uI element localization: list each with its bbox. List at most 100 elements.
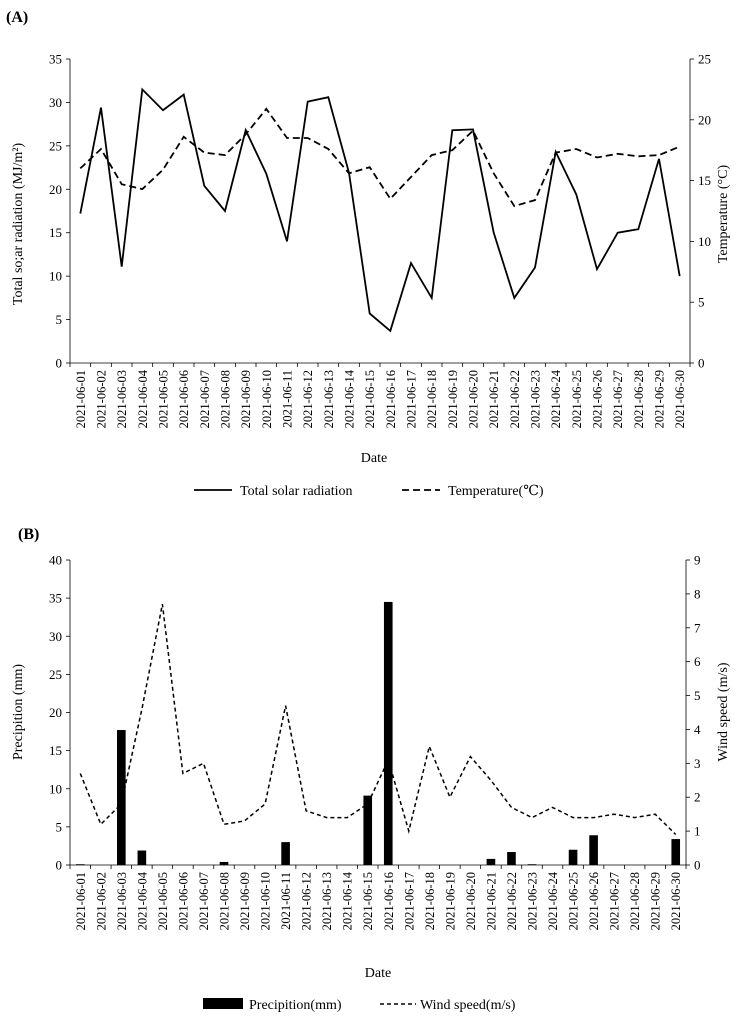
x-tick-label: 2021-06-16 bbox=[384, 370, 398, 428]
x-tick-label: 2021-06-01 bbox=[74, 872, 88, 930]
right-tick-label: 5 bbox=[698, 295, 705, 310]
x-tick-label: 2021-06-19 bbox=[446, 370, 460, 428]
x-tick-label: 2021-06-11 bbox=[279, 872, 293, 930]
x-tick-label: 2021-06-09 bbox=[238, 872, 252, 930]
x-tick-label: 2021-06-03 bbox=[115, 872, 129, 930]
x-tick-label: 2021-06-19 bbox=[443, 872, 457, 930]
x-tick-label: 2021-06-14 bbox=[341, 871, 355, 930]
x-tick-label: 2021-06-30 bbox=[673, 370, 687, 428]
precipitation-bar bbox=[117, 730, 126, 865]
x-tick-label: 2021-06-02 bbox=[95, 370, 109, 428]
left-tick-label: 20 bbox=[49, 705, 62, 720]
right-tick-label: 5 bbox=[694, 688, 701, 703]
right-tick-label: 3 bbox=[694, 756, 701, 771]
precipitation-bar bbox=[219, 861, 229, 865]
precipitation-bar bbox=[671, 839, 681, 865]
x-tick-label: 2021-06-27 bbox=[611, 370, 625, 428]
x-tick-label: 2021-06-17 bbox=[402, 872, 416, 930]
x-tick-label: 2021-06-18 bbox=[425, 370, 439, 428]
x-tick-label: 2021-06-06 bbox=[177, 370, 191, 428]
right-tick-label: 6 bbox=[694, 654, 701, 669]
panel-a-right-axis-title: Temperature (°C) bbox=[716, 165, 731, 264]
legend-temperature: Temperature(℃) bbox=[448, 484, 544, 499]
right-tick-label: 7 bbox=[694, 620, 701, 635]
legend-wind-speed: Wind speed(m/s) bbox=[420, 998, 516, 1013]
x-tick-label: 2021-06-26 bbox=[587, 872, 601, 930]
panel-b-x-axis-title: Date bbox=[365, 966, 391, 981]
right-tick-label: 10 bbox=[698, 234, 711, 249]
x-tick-label: 2021-06-10 bbox=[259, 872, 273, 930]
x-tick-label: 2021-06-25 bbox=[570, 370, 584, 428]
x-tick-label: 2021-06-08 bbox=[218, 872, 232, 930]
x-tick-label: 2021-06-08 bbox=[219, 370, 233, 428]
panel-a-legend: Total solar radiation Temperature(℃) bbox=[194, 484, 544, 499]
panel-b-right-axis-title: Wind speed (m/s) bbox=[716, 662, 731, 761]
x-tick-label: 2021-06-09 bbox=[239, 370, 253, 428]
panel-b-y-axis-title: Precipition (mm) bbox=[11, 664, 26, 760]
left-tick-label: 5 bbox=[56, 312, 63, 327]
left-tick-label: 15 bbox=[49, 743, 62, 758]
left-tick-label: 30 bbox=[49, 95, 62, 110]
x-tick-label: 2021-06-18 bbox=[423, 872, 437, 930]
x-tick-label: 2021-06-28 bbox=[628, 872, 642, 930]
x-tick-label: 2021-06-30 bbox=[669, 872, 683, 930]
right-tick-label: 8 bbox=[694, 586, 701, 601]
x-tick-label: 2021-06-29 bbox=[649, 872, 663, 930]
left-tick-label: 10 bbox=[49, 269, 62, 284]
panel-a-label: (A) bbox=[6, 9, 28, 26]
x-tick-label: 2021-06-05 bbox=[157, 370, 171, 428]
left-tick-label: 15 bbox=[49, 225, 62, 240]
x-tick-label: 2021-06-24 bbox=[546, 871, 560, 930]
x-tick-label: 2021-06-23 bbox=[526, 872, 540, 930]
right-tick-label: 2 bbox=[694, 790, 701, 805]
precipitation-bar bbox=[281, 842, 290, 865]
left-tick-label: 0 bbox=[56, 356, 63, 371]
left-tick-label: 35 bbox=[49, 591, 62, 606]
left-tick-label: 30 bbox=[49, 629, 62, 644]
right-tick-label: 0 bbox=[694, 858, 701, 873]
x-tick-label: 2021-06-24 bbox=[549, 369, 563, 428]
left-tick-label: 25 bbox=[49, 667, 62, 682]
precipitation-bar bbox=[486, 858, 496, 865]
x-tick-label: 2021-06-14 bbox=[343, 369, 357, 428]
panel-a-radiation-temperature-chart: (A) 0 5 10 15 20 25 30 35 0 5 10 15 20 25 2021-06-01… bbox=[6, 9, 731, 499]
solid-series-line bbox=[79, 87, 681, 333]
x-tick-label: 2021-06-10 bbox=[260, 370, 274, 428]
legend-bar-swatch bbox=[203, 998, 243, 1009]
precipitation-bar bbox=[568, 849, 578, 865]
legend-total-solar-radiation: Total solar radiation bbox=[240, 484, 353, 499]
x-tick-label: 2021-06-06 bbox=[176, 872, 190, 930]
x-tick-label: 2021-06-07 bbox=[198, 370, 212, 428]
left-tick-label: 40 bbox=[49, 553, 62, 568]
precipitation-bar bbox=[137, 850, 147, 865]
left-tick-label: 0 bbox=[56, 858, 63, 873]
x-tick-label: 2021-06-20 bbox=[464, 872, 478, 930]
x-tick-label: 2021-06-04 bbox=[135, 871, 149, 930]
right-tick-label: 4 bbox=[694, 722, 701, 737]
x-tick-label: 2021-06-27 bbox=[608, 872, 622, 930]
x-tick-label: 2021-06-13 bbox=[322, 370, 336, 428]
right-tick-label: 15 bbox=[698, 173, 711, 188]
precipitation-bar bbox=[507, 852, 516, 865]
x-tick-label: 2021-06-01 bbox=[74, 370, 88, 428]
x-tick-label: 2021-06-23 bbox=[529, 370, 543, 428]
left-tick-label: 20 bbox=[49, 182, 62, 197]
right-tick-label: 25 bbox=[698, 52, 711, 67]
x-tick-label: 2021-06-12 bbox=[301, 370, 315, 428]
panel-b-legend: Precipition(mm) Wind speed(m/s) bbox=[203, 998, 516, 1013]
panel-a-x-axis-title: Date bbox=[361, 451, 387, 466]
x-tick-label: 2021-06-13 bbox=[320, 872, 334, 930]
x-tick-label: 2021-06-11 bbox=[281, 370, 295, 428]
panel-a-y-axis-title: Total so;ar radiation (MJ/m²) bbox=[11, 143, 26, 306]
x-tick-label: 2021-06-25 bbox=[567, 872, 581, 930]
x-tick-label: 2021-06-17 bbox=[405, 370, 419, 428]
legend-precipition: Precipition(mm) bbox=[249, 998, 342, 1013]
right-tick-label: 1 bbox=[694, 824, 701, 839]
precipitation-bar bbox=[383, 601, 393, 865]
panel-b-precipitation-wind-chart: (B) 0 5 10 15 20 25 30 35 40 0 1 2 3 4 5 6 7 8 9 2021-06-… bbox=[11, 526, 731, 1013]
x-tick-label: 2021-06-15 bbox=[363, 370, 377, 428]
x-tick-label: 2021-06-21 bbox=[484, 872, 498, 930]
x-tick-label: 2021-06-20 bbox=[467, 370, 481, 428]
right-tick-label: 0 bbox=[698, 356, 705, 371]
